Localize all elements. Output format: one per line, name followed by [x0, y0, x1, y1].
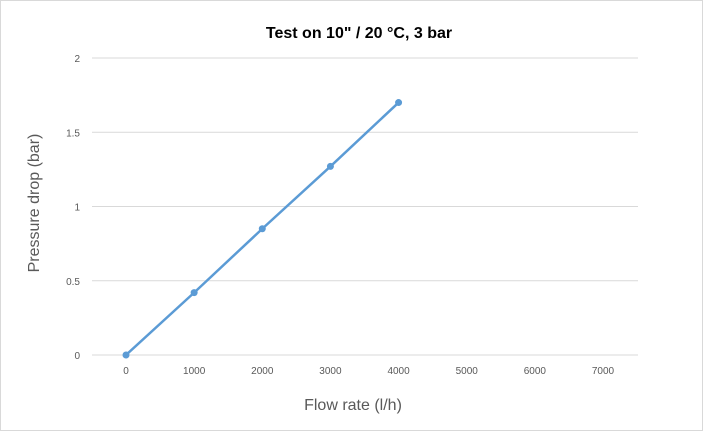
x-tick-label: 1000: [183, 366, 206, 377]
data-point: [190, 289, 198, 297]
data-point: [122, 351, 130, 359]
y-tick-label: 2: [74, 54, 80, 65]
y-tick-label: 1: [74, 203, 80, 214]
y-tick-label: 0.5: [66, 277, 80, 288]
x-tick-label: 0: [123, 366, 129, 377]
grid-lines: [92, 57, 638, 356]
chart-title: Test on 10" / 20 °C, 3 bar: [266, 25, 452, 42]
y-axis-ticks: 0 0.5 1 1.5 2: [66, 54, 80, 362]
y-tick-label: 0: [74, 351, 80, 362]
y-axis-label: Pressure drop (bar): [26, 134, 43, 273]
x-tick-label: 2000: [251, 366, 274, 377]
x-axis-label: Flow rate (l/h): [304, 397, 402, 414]
data-point: [258, 225, 266, 233]
x-tick-label: 5000: [456, 366, 479, 377]
x-tick-label: 4000: [387, 366, 410, 377]
x-tick-label: 7000: [592, 366, 615, 377]
x-axis-ticks: 0 1000 2000 3000 4000 5000 6000 7000: [123, 366, 614, 377]
x-tick-label: 6000: [524, 366, 547, 377]
y-tick-label: 1.5: [66, 128, 80, 139]
series-group: [122, 99, 403, 359]
data-point: [395, 99, 403, 107]
data-point: [326, 162, 334, 170]
x-tick-label: 3000: [319, 366, 342, 377]
